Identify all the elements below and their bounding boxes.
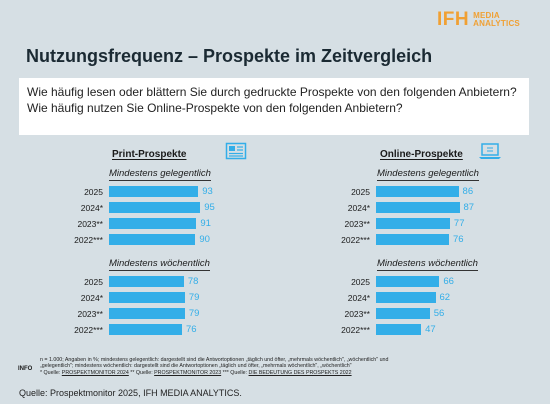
bar	[376, 308, 430, 319]
bar-value: 66	[443, 276, 454, 287]
source-link-2024: PROSPEKTMONITOR 2024	[61, 369, 129, 376]
bar	[376, 276, 440, 287]
row-label: 2025	[351, 276, 370, 287]
group-label: Mindestens gelegentlich	[377, 168, 479, 181]
logo-brand: IFH	[437, 9, 470, 30]
footnote-line-1: n = 1.000; Angaben in %; mindestens gele…	[40, 357, 389, 363]
bar	[376, 202, 460, 213]
source-link-2023: PROSPEKTMONITOR 2023	[154, 369, 222, 376]
bar-value: 76	[452, 234, 464, 245]
row-label: 2025	[351, 186, 370, 197]
footnote-line-3: * Quelle: PROSPEKTMONITOR 2024 ** Quelle…	[40, 370, 540, 376]
survey-question: Wie häufig lesen oder blättern Sie durch…	[19, 78, 529, 135]
bar-value: 76	[185, 324, 197, 335]
bar-value: 91	[200, 218, 211, 229]
logo-subtitle: MEDIA ANALYTICS	[473, 12, 520, 28]
group-label: Mindestens gelegentlich	[109, 168, 211, 181]
bar-value: 62	[439, 292, 451, 303]
ifh-logo: IFH MEDIA ANALYTICS	[437, 9, 520, 31]
row-label: 2022***	[74, 324, 103, 335]
footnote-mid-1: ** Quelle:	[128, 369, 155, 376]
online-chart-title: Online-Prospekte	[380, 149, 463, 160]
row-label: 2023**	[344, 308, 370, 319]
row-label: 2022***	[341, 234, 370, 245]
group-label: Mindestens wöchentlich	[377, 258, 478, 271]
bar-value: 90	[199, 234, 210, 245]
bar	[376, 234, 449, 245]
bar	[376, 218, 450, 229]
row-label: 2024*	[80, 292, 103, 303]
bar	[109, 218, 197, 229]
page-title: Nutzungsfrequenz – Prospekte im Zeitverg…	[26, 46, 433, 66]
source-link-2022: DIE BEDEUTUNG DES PROSPEKTS 2022	[248, 369, 352, 376]
bar	[109, 202, 201, 213]
row-label: 2024*	[347, 202, 370, 213]
row-label: 2023**	[77, 218, 103, 229]
info-label: INFO	[18, 366, 33, 372]
bar-value: 79	[188, 308, 200, 319]
bar	[376, 324, 422, 335]
footnote-mid-2: *** Quelle:	[221, 369, 249, 376]
bar-value: 47	[425, 324, 436, 335]
bar	[109, 324, 182, 335]
laptop-icon	[479, 143, 501, 159]
footnote-line-2: „gelegentlich"; mindestens wöchentlich: …	[40, 363, 352, 370]
bar-value: 77	[453, 218, 465, 229]
bar	[109, 292, 185, 303]
logo-line-1: MEDIA	[473, 11, 500, 20]
bar-value: 56	[433, 308, 445, 319]
logo-line-2: ANALYTICS	[473, 19, 520, 28]
bar-value: 95	[204, 202, 215, 213]
row-label: 2022***	[341, 324, 370, 335]
bar-value: 86	[462, 186, 474, 197]
bar-value: 87	[463, 202, 475, 213]
chart-area: Print-Prospekte Online-Prospekte Mindest…	[0, 140, 550, 336]
row-label: 2022***	[74, 234, 103, 245]
footnote: n = 1.000; Angaben in %; mindestens gele…	[40, 357, 540, 376]
row-label: 2023**	[344, 218, 370, 229]
print-chart-title: Print-Prospekte	[112, 149, 186, 160]
online-chart-title-text: Online-Prospekte	[380, 149, 463, 160]
bar	[376, 186, 459, 197]
group-label: Mindestens wöchentlich	[109, 258, 210, 271]
newspaper-icon	[225, 142, 247, 160]
row-label: 2024*	[347, 292, 370, 303]
bar-value: 93	[202, 186, 213, 197]
row-label: 2025	[84, 186, 103, 197]
bar-value: 79	[188, 292, 200, 303]
bar	[109, 308, 185, 319]
bar-value: 78	[187, 276, 199, 287]
row-label: 2025	[84, 276, 103, 287]
bar	[376, 292, 436, 303]
footnote-prefix: * Quelle:	[40, 369, 62, 376]
bar	[109, 276, 184, 287]
print-chart-title-text: Print-Prospekte	[112, 149, 187, 160]
bar	[109, 186, 199, 197]
row-label: 2023**	[77, 308, 103, 319]
source-line: Quelle: Prospektmonitor 2025, IFH MEDIA …	[19, 388, 242, 398]
bar	[109, 234, 196, 245]
row-label: 2024*	[80, 202, 103, 213]
